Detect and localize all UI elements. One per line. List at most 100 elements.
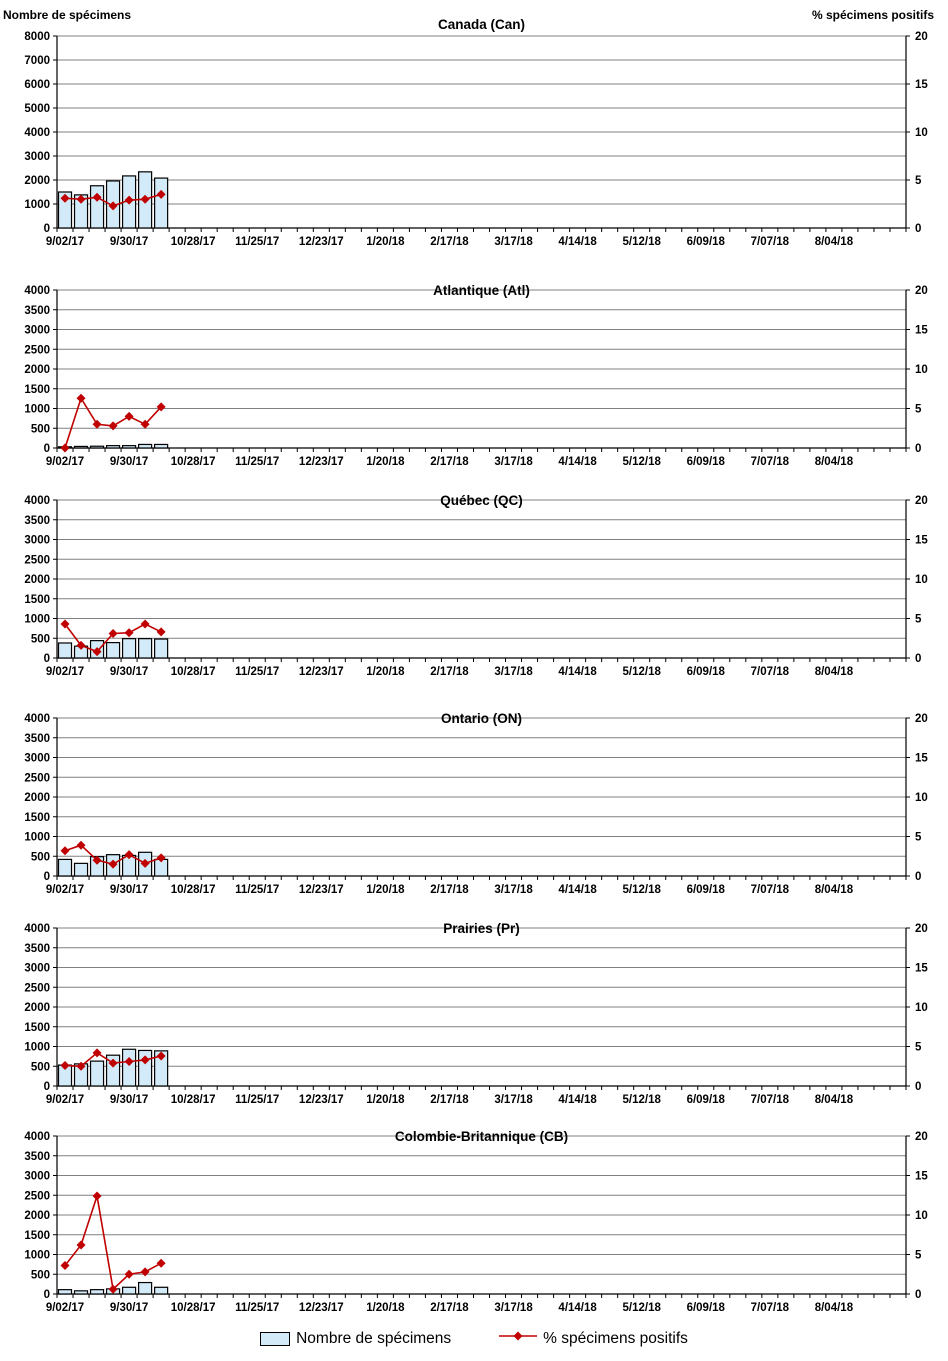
x-axis-label: 1/20/18 (366, 1302, 405, 1314)
chart-legend: Nombre de spécimens % spécimens positifs (0, 1329, 948, 1348)
left-axis-label: 1000 (24, 199, 50, 211)
left-axis-label: 2500 (24, 1190, 50, 1202)
panel-colombie-britannique-cb-: 0 500 1000 1500 2000 2500 3000 3500 4000 0 5 10 15 20… (24, 1129, 928, 1314)
diamond-marker (124, 1269, 134, 1279)
diamond-marker (124, 411, 134, 421)
bars-series (57, 1281, 169, 1295)
x-axis-label: 3/17/18 (494, 666, 533, 678)
bar (57, 858, 73, 877)
legend-diamond-icon (513, 1331, 523, 1341)
right-axis-label: 0 (915, 1289, 921, 1301)
panel-ontario-on-: 0 500 1000 1500 2000 2500 3000 3500 4000 0 5 10 15 20… (24, 711, 928, 896)
left-axis-label: 0 (44, 653, 50, 665)
x-axis-label: 7/07/18 (751, 1094, 790, 1106)
bars-series (57, 1048, 169, 1087)
x-axis-label: 2/17/18 (430, 1302, 469, 1314)
y-ticks (53, 1135, 910, 1295)
diamond-marker (156, 853, 166, 863)
diamond-marker (156, 189, 166, 199)
right-axis-label: 0 (915, 1081, 921, 1093)
diamond-marker (92, 1191, 102, 1201)
x-axis-label: 5/12/18 (623, 666, 662, 678)
panel-canada-can-: 0 1000 2000 3000 4000 5000 6000 7000 8000 0 5 10 15 2… (24, 17, 928, 248)
diamond-marker (140, 194, 150, 204)
bar (105, 641, 121, 659)
diamond-marker (156, 1258, 166, 1268)
x-axis-label: 9/02/17 (46, 884, 84, 896)
pct-markers (60, 1048, 166, 1071)
x-axis-label: 6/09/18 (687, 666, 726, 678)
diamond-marker (140, 619, 150, 629)
left-axis-label: 3000 (24, 151, 50, 163)
panel-atlantique-atl-: 0 500 1000 1500 2000 2500 3000 3500 4000 0 5 10 15 20… (24, 283, 928, 468)
bar (73, 862, 89, 877)
diamond-marker (92, 1048, 102, 1058)
left-axis-label: 3500 (24, 1151, 50, 1163)
x-axis-label: 10/28/17 (171, 1094, 216, 1106)
x-axis-label: 9/02/17 (46, 236, 84, 248)
x-axis-label: 11/25/17 (235, 1302, 279, 1314)
left-axis-label: 3000 (24, 325, 50, 337)
right-axis-label: 5 (915, 614, 922, 626)
bar (57, 191, 73, 229)
panel-title: Colombie-Britannique (CB) (395, 1129, 568, 1144)
gridlines (57, 35, 906, 205)
diamond-marker (92, 419, 102, 429)
x-axis-label: 9/02/17 (46, 456, 84, 468)
left-axis-label: 5000 (24, 103, 50, 115)
x-axis-label: 12/23/17 (299, 1302, 344, 1314)
y-ticks (53, 717, 910, 877)
diamond-marker (156, 402, 166, 412)
left-axis-label: 4000 (24, 1131, 50, 1143)
legend-bar-swatch (260, 1331, 291, 1346)
left-axis-label: 3500 (24, 305, 50, 317)
left-axis-label: 2000 (24, 792, 50, 804)
diamond-marker (60, 619, 70, 629)
x-axis-label: 12/23/17 (299, 456, 344, 468)
right-axis-label: 5 (915, 404, 922, 416)
left-axis-label: 3500 (24, 943, 50, 955)
left-axis-label: 3000 (24, 1171, 50, 1183)
diamond-marker (76, 393, 86, 403)
left-axis-label: 1000 (24, 1042, 50, 1054)
x-axis-label: 1/20/18 (366, 666, 405, 678)
pct-markers (60, 189, 166, 211)
x-axis-label: 8/04/18 (815, 456, 854, 468)
right-axis-label: 15 (915, 753, 928, 765)
diamond-marker (60, 443, 70, 453)
panel-title: Ontario (ON) (441, 711, 522, 726)
bar (89, 1060, 105, 1087)
left-axis-label: 1000 (24, 404, 50, 416)
left-axis-label: 0 (44, 1289, 50, 1301)
x-axis-label: 10/28/17 (171, 1302, 216, 1314)
diamond-marker (60, 846, 70, 856)
diamond-marker (156, 627, 166, 637)
x-axis-label: 4/14/18 (558, 1302, 597, 1314)
left-axis-label: 3000 (24, 753, 50, 765)
x-axis-label: 12/23/17 (299, 884, 344, 896)
right-axis-label: 20 (915, 923, 928, 935)
x-axis-label: 4/14/18 (558, 236, 597, 248)
x-axis-label: 7/07/18 (751, 884, 790, 896)
left-axis-label: 1500 (24, 594, 50, 606)
x-axis-label: 3/17/18 (494, 884, 533, 896)
x-axis-label: 3/17/18 (494, 1094, 533, 1106)
x-ticks (56, 658, 907, 662)
x-axis-label: 6/09/18 (687, 884, 726, 896)
x-axis-label: 12/23/17 (299, 236, 344, 248)
diamond-marker (124, 628, 134, 638)
bars-series (57, 443, 169, 449)
left-axis-label: 2000 (24, 364, 50, 376)
left-axis-label: 1000 (24, 614, 50, 626)
bar (89, 445, 105, 449)
diamond-marker (60, 193, 70, 203)
left-axis-label: 1500 (24, 384, 50, 396)
right-axis-label: 20 (915, 31, 928, 43)
diamond-marker (76, 194, 86, 204)
bar (105, 445, 121, 449)
right-axis-label: 15 (915, 79, 928, 91)
x-axis-label: 10/28/17 (171, 666, 216, 678)
diamond-marker (76, 1240, 86, 1250)
diamond-marker (156, 1051, 166, 1061)
left-axis-label: 4000 (24, 285, 50, 297)
